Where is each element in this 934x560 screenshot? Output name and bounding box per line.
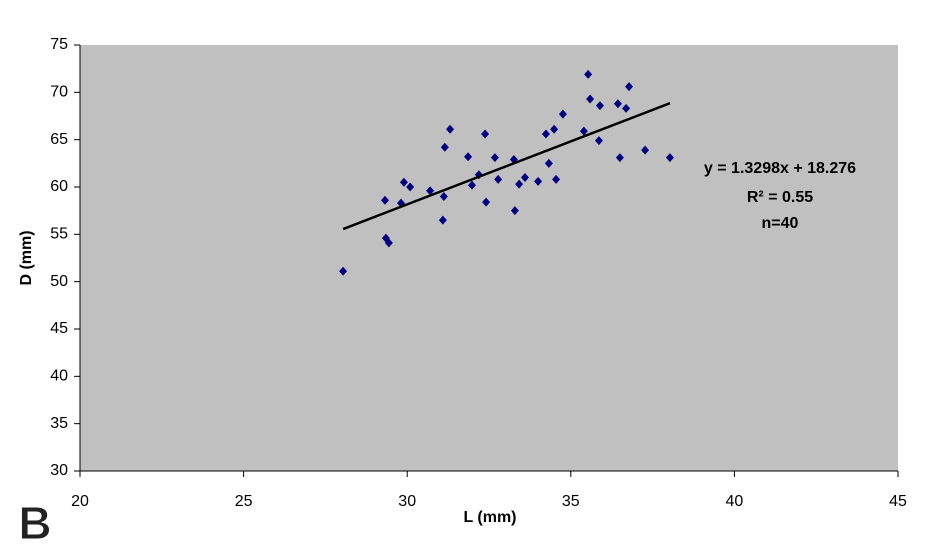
- x-tick-label: 45: [889, 493, 907, 510]
- point: [467, 180, 476, 190]
- point: [510, 206, 519, 216]
- point: [579, 126, 588, 136]
- point: [665, 153, 674, 163]
- y-tick-label: 65: [50, 131, 68, 148]
- x-tick-label: 35: [562, 493, 580, 510]
- point: [406, 182, 415, 192]
- point: [586, 94, 595, 104]
- y-tick-label: 35: [50, 415, 68, 432]
- point: [446, 124, 455, 134]
- point: [339, 266, 348, 276]
- point: [520, 173, 529, 183]
- panel-label: B: [18, 497, 51, 549]
- point: [482, 197, 491, 207]
- point: [615, 153, 624, 163]
- point: [438, 215, 447, 225]
- point: [613, 99, 622, 109]
- y-axis-title: D (mm): [18, 230, 35, 285]
- point: [440, 142, 449, 152]
- point: [552, 174, 561, 184]
- y-tick-label: 30: [50, 462, 68, 479]
- y-tick-label: 40: [50, 368, 68, 385]
- point: [550, 124, 559, 134]
- point: [625, 82, 634, 92]
- y-tick-label: 60: [50, 178, 68, 195]
- x-tick-label: 25: [235, 493, 253, 510]
- point: [622, 103, 631, 113]
- point: [380, 195, 389, 205]
- trendline: [342, 102, 671, 231]
- point: [641, 145, 650, 155]
- annotation: n=40: [762, 215, 799, 232]
- point: [544, 158, 553, 168]
- y-tick-label: 75: [50, 36, 68, 53]
- y-tick-label: 55: [50, 226, 68, 243]
- annotation: y = 1.3298x + 18.276: [704, 160, 856, 177]
- x-axis-title: L (mm): [463, 509, 516, 526]
- y-tick-label: 50: [50, 273, 68, 290]
- point: [595, 101, 604, 111]
- point: [384, 238, 393, 248]
- x-tick-label: 20: [71, 493, 89, 510]
- point: [494, 174, 503, 184]
- y-tick-label: 45: [50, 320, 68, 337]
- point: [490, 153, 499, 163]
- point: [594, 136, 603, 146]
- point: [515, 179, 524, 189]
- point: [464, 152, 473, 162]
- y-tick-label: 70: [50, 84, 68, 101]
- annotation: R² = 0.55: [747, 189, 813, 206]
- point: [481, 129, 490, 139]
- point: [426, 186, 435, 196]
- point: [584, 69, 593, 79]
- point: [534, 176, 543, 186]
- x-tick-label: 40: [726, 493, 744, 510]
- plot-area: [80, 45, 898, 471]
- point: [439, 191, 448, 201]
- point: [399, 177, 408, 187]
- x-tick-label: 30: [398, 493, 416, 510]
- point: [541, 129, 550, 139]
- point: [558, 109, 567, 119]
